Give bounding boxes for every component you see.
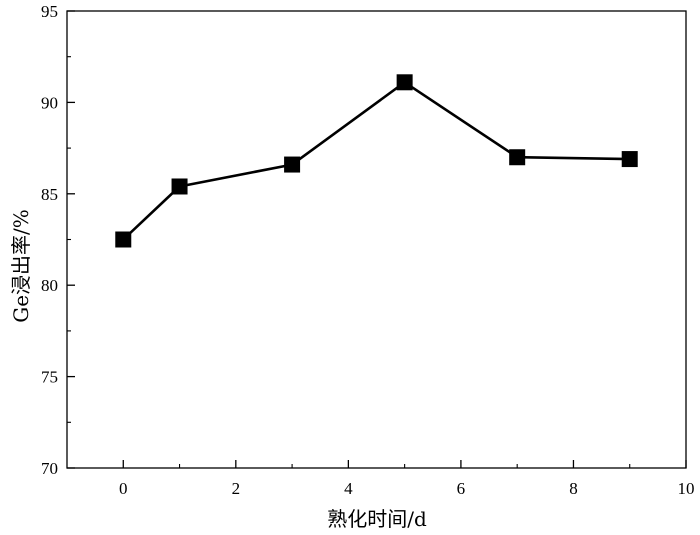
y-axis-title: Ge浸出率/% xyxy=(9,209,33,323)
data-point xyxy=(509,149,526,166)
x-tick-label: 10 xyxy=(678,479,695,498)
x-tick-label: 2 xyxy=(232,479,241,498)
y-tick-label: 75 xyxy=(41,368,58,387)
data-point xyxy=(115,231,132,248)
x-tick-label: 8 xyxy=(569,479,578,498)
x-axis-title: 熟化时间/d xyxy=(327,507,427,531)
plot-area: 0 2 4 6 8 10 70 75 80 85 90 95 xyxy=(41,2,695,498)
series-line xyxy=(122,81,630,241)
data-point xyxy=(284,156,301,173)
plot-frame xyxy=(66,10,687,469)
x-tick-label: 0 xyxy=(119,479,128,498)
data-point xyxy=(396,74,413,91)
data-point xyxy=(621,151,638,168)
x-tick-label: 4 xyxy=(344,479,353,498)
y-tick-label: 90 xyxy=(41,93,58,112)
data-point xyxy=(171,178,188,195)
y-tick-label: 85 xyxy=(41,185,58,204)
y-tick-label: 80 xyxy=(41,276,58,295)
x-tick-label: 6 xyxy=(457,479,466,498)
y-tick-label: 95 xyxy=(41,2,58,21)
y-tick-label: 70 xyxy=(41,459,58,478)
